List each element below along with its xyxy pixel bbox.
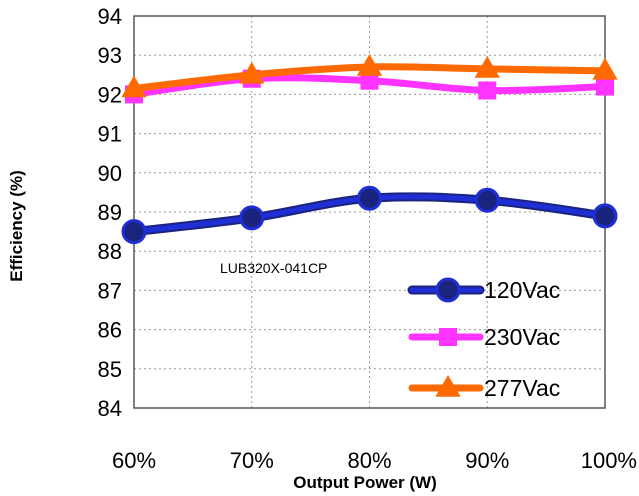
y-tick-label: 90 xyxy=(98,161,122,186)
x-axis-ticks: 60% 70% 80% 90% 100% xyxy=(112,448,637,473)
data-point-277Vac xyxy=(239,61,265,84)
y-tick-label: 93 xyxy=(98,43,122,68)
y-tick-label: 94 xyxy=(98,4,122,29)
y-tick-label: 92 xyxy=(98,82,122,107)
x-axis-title: Output Power (W) xyxy=(293,473,437,492)
data-point-120Vac xyxy=(239,205,265,231)
legend-item-230Vac: 230Vac xyxy=(408,324,560,350)
y-tick-label: 84 xyxy=(98,396,122,421)
legend-item-120Vac: 120Vac xyxy=(407,277,560,303)
series xyxy=(121,54,618,245)
y-axis-ticks: 84 85 86 87 88 89 90 91 92 93 94 xyxy=(98,4,122,421)
series-277Vac xyxy=(121,54,618,98)
data-point-277Vac xyxy=(356,54,383,76)
data-point-230Vac xyxy=(596,77,614,96)
data-point-120Vac xyxy=(357,185,382,211)
data-point-120Vac xyxy=(592,203,618,229)
x-tick-label: 80% xyxy=(347,448,391,473)
x-tick-label: 70% xyxy=(230,448,274,473)
y-tick-label: 89 xyxy=(98,200,122,225)
legend-marker xyxy=(435,277,461,303)
legend-label: 230Vac xyxy=(484,324,560,350)
data-point-120Vac xyxy=(474,187,500,213)
data-point-120Vac xyxy=(121,219,147,245)
x-tick-label: 100% xyxy=(581,448,637,473)
x-tick-label: 60% xyxy=(112,448,156,473)
chart-annotation: LUB320X-041CP xyxy=(220,260,327,276)
data-point-230Vac xyxy=(360,71,379,90)
y-tick-label: 91 xyxy=(98,122,122,147)
series-120Vac xyxy=(121,185,618,245)
data-point-277Vac xyxy=(592,57,618,80)
legend-label: 277Vac xyxy=(484,375,560,401)
legend-label: 120Vac xyxy=(484,277,560,303)
data-point-230Vac xyxy=(478,81,497,100)
legend-item-277Vac: 277Vac xyxy=(408,375,560,401)
legend: 120Vac 230Vac 277Vac xyxy=(407,277,560,401)
y-tick-label: 88 xyxy=(98,239,122,264)
y-tick-label: 87 xyxy=(98,278,122,303)
legend-marker xyxy=(435,375,461,397)
y-tick-label: 86 xyxy=(98,318,122,343)
y-axis-title: Efficiency (%) xyxy=(7,170,26,281)
y-tick-label: 85 xyxy=(98,357,122,382)
data-point-277Vac xyxy=(121,75,147,98)
legend-marker xyxy=(439,328,457,346)
data-point-277Vac xyxy=(474,55,500,78)
x-tick-label: 90% xyxy=(465,448,509,473)
